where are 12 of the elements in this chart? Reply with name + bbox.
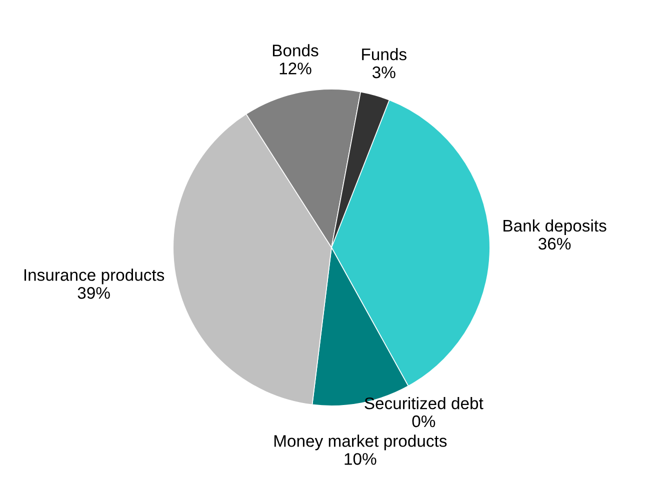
slice-label: Money market products [274, 434, 447, 450]
slice-label: Bonds [272, 44, 318, 56]
data-label: 39% [78, 287, 110, 299]
data-label: 12% [280, 62, 312, 74]
slice-label: Funds [362, 48, 406, 60]
slice-label: Bank deposits [504, 219, 606, 235]
slice-label: Insurance products [24, 268, 164, 284]
category-label: Securitized debt [364, 397, 484, 410]
text: 0% [412, 415, 436, 428]
data-label: 3% [372, 66, 396, 78]
data-label: 10% [344, 453, 376, 465]
data-label: 36% [538, 238, 571, 250]
